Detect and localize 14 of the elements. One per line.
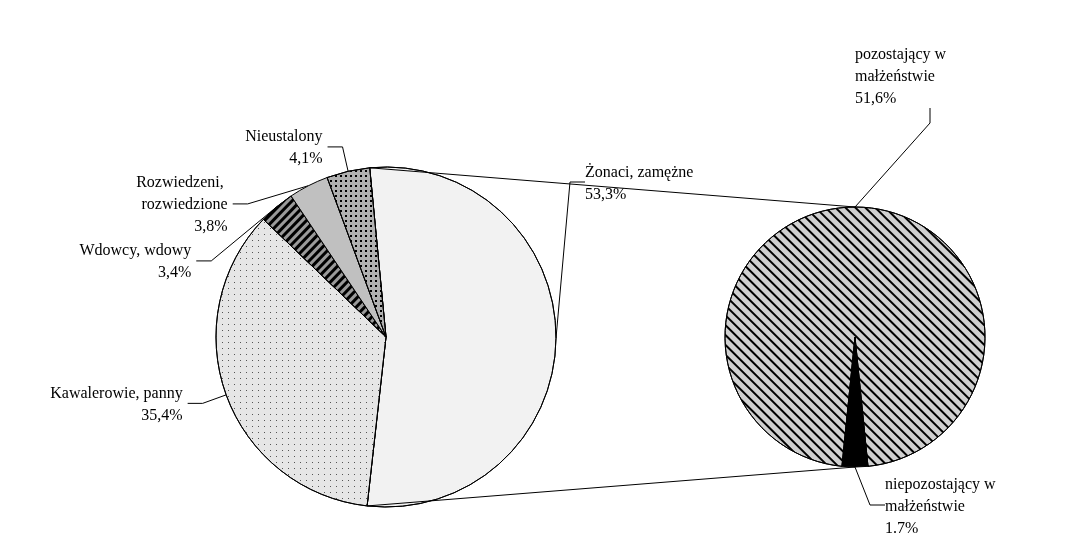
slice-label: Rozwiedzeni, rozwiedzione: [136, 173, 228, 213]
data-label: 53,3%: [585, 184, 627, 202]
slice-label: niepozostający w małżeństwie: [885, 474, 1000, 514]
data-label: 3,8%: [194, 217, 228, 235]
data-label: 3,4%: [157, 263, 192, 281]
slice-label: Kawalerowie, panny: [50, 383, 183, 402]
slice-label: pozostający w małżeństwie: [855, 44, 951, 84]
data-label: 1.7%: [885, 518, 919, 536]
data-label: 35,4%: [141, 405, 183, 423]
slice-label: Wdowcy, wdowy: [79, 241, 192, 260]
data-label: 4,1%: [289, 149, 323, 167]
data-label: 51,6%: [855, 88, 897, 106]
slice-label: Nieustalony: [245, 127, 323, 146]
slice-label: Żonaci, zamężne: [585, 162, 694, 181]
